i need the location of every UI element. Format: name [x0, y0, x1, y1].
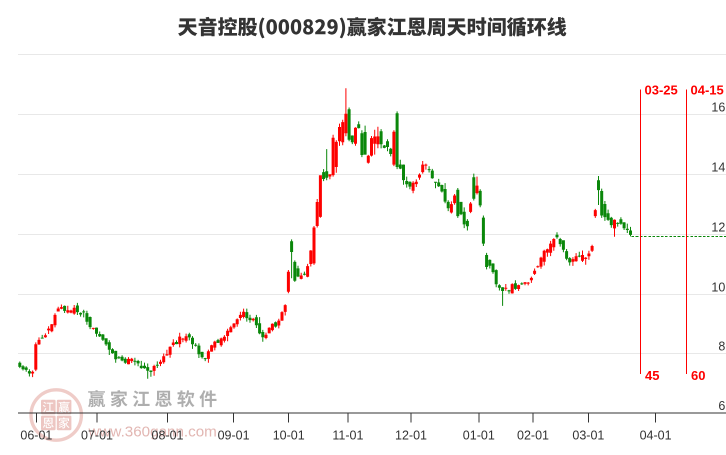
- svg-text:04-15: 04-15: [691, 83, 724, 98]
- svg-text:06-01: 06-01: [20, 429, 52, 443]
- svg-text:01-01: 01-01: [463, 429, 495, 443]
- svg-text:12-01: 12-01: [395, 429, 427, 443]
- svg-text:03-25: 03-25: [645, 83, 678, 98]
- svg-text:6: 6: [718, 399, 725, 413]
- svg-text:12: 12: [711, 221, 725, 235]
- svg-text:60: 60: [691, 368, 705, 383]
- svg-text:09-01: 09-01: [218, 429, 250, 443]
- svg-text:03-01: 03-01: [572, 429, 604, 443]
- svg-text:04-01: 04-01: [640, 429, 672, 443]
- svg-text:14: 14: [711, 161, 725, 175]
- svg-text:07-01: 07-01: [81, 429, 113, 443]
- svg-text:08-01: 08-01: [152, 429, 184, 443]
- svg-text:16: 16: [711, 101, 725, 115]
- svg-text:10: 10: [711, 281, 725, 295]
- svg-text:11-01: 11-01: [332, 429, 363, 443]
- svg-text:02-01: 02-01: [517, 429, 549, 443]
- svg-text:www.360gann.com: www.360gann.com: [88, 423, 217, 440]
- svg-text:45: 45: [645, 368, 659, 383]
- svg-text:8: 8: [718, 340, 725, 354]
- svg-text:10-01: 10-01: [273, 429, 305, 443]
